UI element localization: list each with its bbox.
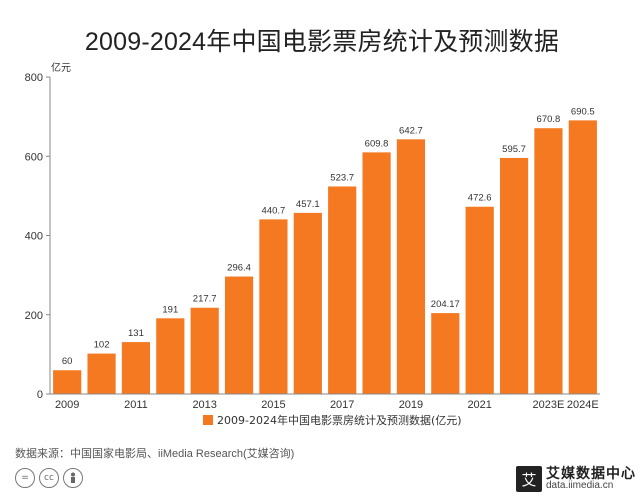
x-tick-label: 2019 [399, 399, 423, 411]
bar-value-label: 440.7 [262, 205, 286, 216]
bar [396, 139, 426, 394]
x-tick-label: 2017 [330, 399, 354, 411]
bars: 60 102 131 191 217.7 296.4 440.7 457.1 523.7 609.… [53, 106, 597, 394]
data-source-note: 数据来源：中国国家电影局、iiMedia Research(艾媒咨询) [15, 448, 295, 460]
brand-logo-block: 艾 艾媒数据中心 data.iimedia.cn [516, 466, 636, 492]
bar [499, 157, 529, 394]
person-icon [63, 468, 83, 488]
x-tick-label: 2013 [192, 399, 216, 411]
bar [293, 212, 322, 394]
chart-title: 2009-2024年中国电影票房统计及预测数据 [84, 28, 560, 56]
bar [568, 120, 597, 394]
bar-value-label: 296.4 [227, 263, 251, 274]
bar-value-label: 204.17 [431, 299, 460, 310]
bar-value-label: 131 [128, 328, 144, 339]
bar-value-label: 670.8 [537, 114, 561, 125]
bar [121, 342, 151, 394]
bar [465, 206, 494, 394]
bar-value-label: 472.6 [468, 193, 492, 204]
x-axis: 2009 2011 2013 2015 2017 2019 2021 2023E 2024E [50, 393, 600, 411]
legend: 2009-2024年中国电影票房统计及预测数据(亿元) [203, 413, 462, 427]
bar [362, 152, 391, 394]
y-tick-label: 0 [37, 389, 43, 401]
x-tick-label: 2011 [124, 399, 148, 411]
bar-value-label: 60 [62, 356, 73, 367]
bar [190, 307, 219, 394]
bar-chart: 0 200 400 600 800 亿元 60 102 131 191 217.7 296.4 440… [25, 61, 600, 427]
bar-value-label: 217.7 [193, 294, 217, 305]
x-tick-label: 2021 [467, 399, 491, 411]
bar [431, 313, 460, 394]
bar-value-label: 457.1 [296, 199, 320, 210]
x-tick-label: 2023E [533, 399, 565, 411]
bar [87, 353, 116, 394]
y-axis: 0 200 400 600 800 亿元 [25, 61, 71, 401]
legend-swatch [203, 415, 213, 425]
bar-value-label: 102 [94, 340, 110, 351]
brand-logo-icon: 艾 [516, 466, 542, 492]
license-icons: = cc [15, 468, 83, 488]
y-tick-label: 400 [25, 231, 43, 243]
bar [259, 219, 288, 394]
brand-url: data.iimedia.cn [546, 480, 614, 492]
bar-value-label: 191 [162, 304, 178, 315]
y-tick-label: 200 [25, 310, 43, 322]
bar [53, 370, 82, 394]
creative-commons-icon: cc [39, 468, 59, 488]
bar [534, 128, 563, 394]
legend-label: 2009-2024年中国电影票房统计及预测数据(亿元) [217, 413, 462, 427]
bar [328, 186, 357, 394]
y-tick-label: 600 [25, 151, 43, 163]
bar-value-label: 595.7 [502, 144, 526, 155]
equals-icon: = [15, 468, 35, 488]
bar [224, 276, 254, 394]
y-tick-label: 800 [25, 72, 43, 84]
bar [156, 318, 185, 394]
bar-value-label: 642.7 [399, 125, 423, 136]
bar-value-label: 523.7 [330, 172, 354, 183]
x-tick-label: 2015 [261, 399, 285, 411]
brand-name: 艾媒数据中心 [546, 465, 636, 482]
y-axis-unit-label: 亿元 [51, 61, 71, 74]
x-tick-label: 2024E [567, 399, 599, 411]
bar-value-label: 690.5 [571, 106, 595, 117]
x-tick-label: 2009 [55, 399, 79, 411]
bar-value-label: 609.8 [365, 138, 389, 149]
